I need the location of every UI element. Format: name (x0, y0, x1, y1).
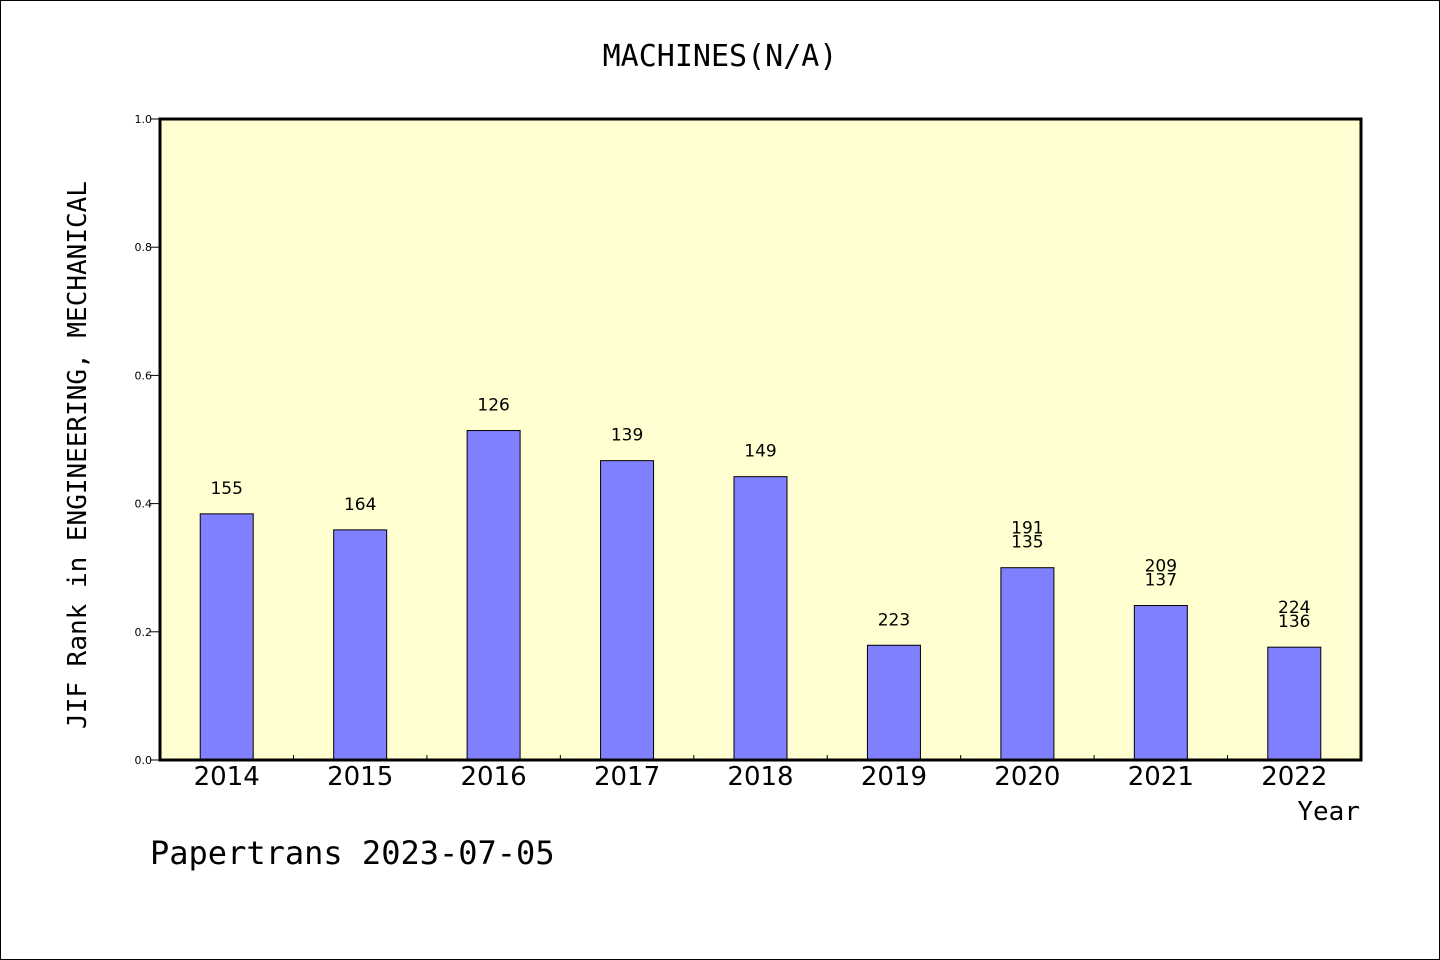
x-tick-label: 2016 (461, 762, 527, 792)
bar-2019 (866, 644, 921, 761)
bar-label-2022: 224 (1278, 598, 1310, 618)
bar-label-2017: 139 (611, 426, 643, 446)
plot-border (158, 117, 1363, 762)
y-tick-label: 0.8 (135, 241, 153, 254)
y-tick-label: 0.0 (135, 754, 153, 767)
x-tick-label: 2020 (994, 762, 1060, 792)
bar-label-2014: 155 (210, 479, 242, 499)
y-tick-label: 0.2 (135, 626, 153, 639)
bar-2017 (600, 460, 655, 761)
x-tick-label: 2017 (594, 762, 660, 792)
bar-label-2018: 149 (744, 442, 776, 462)
x-tick-label: 2021 (1128, 762, 1194, 792)
bar-label-2021: 209 (1145, 557, 1177, 577)
bar-label-2020: 191 (1011, 519, 1043, 539)
y-axis-label: JIF Rank in ENGINEERING, MECHANICAL (63, 181, 93, 729)
x-tick-label: 2014 (194, 762, 260, 792)
bar-series (199, 430, 1322, 761)
bar-2015 (333, 529, 388, 761)
x-tick-label: 2015 (327, 762, 393, 792)
bar-label-2021: 137 (1145, 571, 1177, 591)
bar-label-2020: 135 (1011, 533, 1043, 553)
x-axis: 2014 2015 2016 2017 2018 2019 2020 2021 2022 (194, 755, 1327, 792)
bar-2020 (1000, 567, 1055, 761)
y-tick-label: 1.0 (135, 113, 153, 126)
y-axis: 0.0 0.2 0.4 0.6 0.8 1.0 (135, 113, 160, 767)
x-tick-label: 2022 (1261, 762, 1327, 792)
y-tick-label: 0.6 (135, 369, 153, 382)
chart-title: MACHINES(N/A) (603, 39, 838, 74)
bar-label-2022: 136 (1278, 612, 1310, 632)
x-tick-label: 2018 (727, 762, 793, 792)
y-tick-label: 0.4 (135, 498, 153, 511)
bar-2014 (199, 513, 254, 761)
bar-label-2015: 164 (344, 495, 376, 515)
bar-2021 (1133, 605, 1188, 761)
bar-2022 (1267, 646, 1322, 761)
bar-label-2016: 126 (477, 396, 509, 416)
bar-2018 (733, 476, 788, 761)
x-axis-label: Year (1297, 797, 1360, 827)
x-tick-label: 2019 (861, 762, 927, 792)
bar-label-2019: 223 (878, 610, 910, 630)
bar-2016 (466, 430, 521, 761)
credit-text: Papertrans 2023-07-05 (150, 834, 555, 872)
